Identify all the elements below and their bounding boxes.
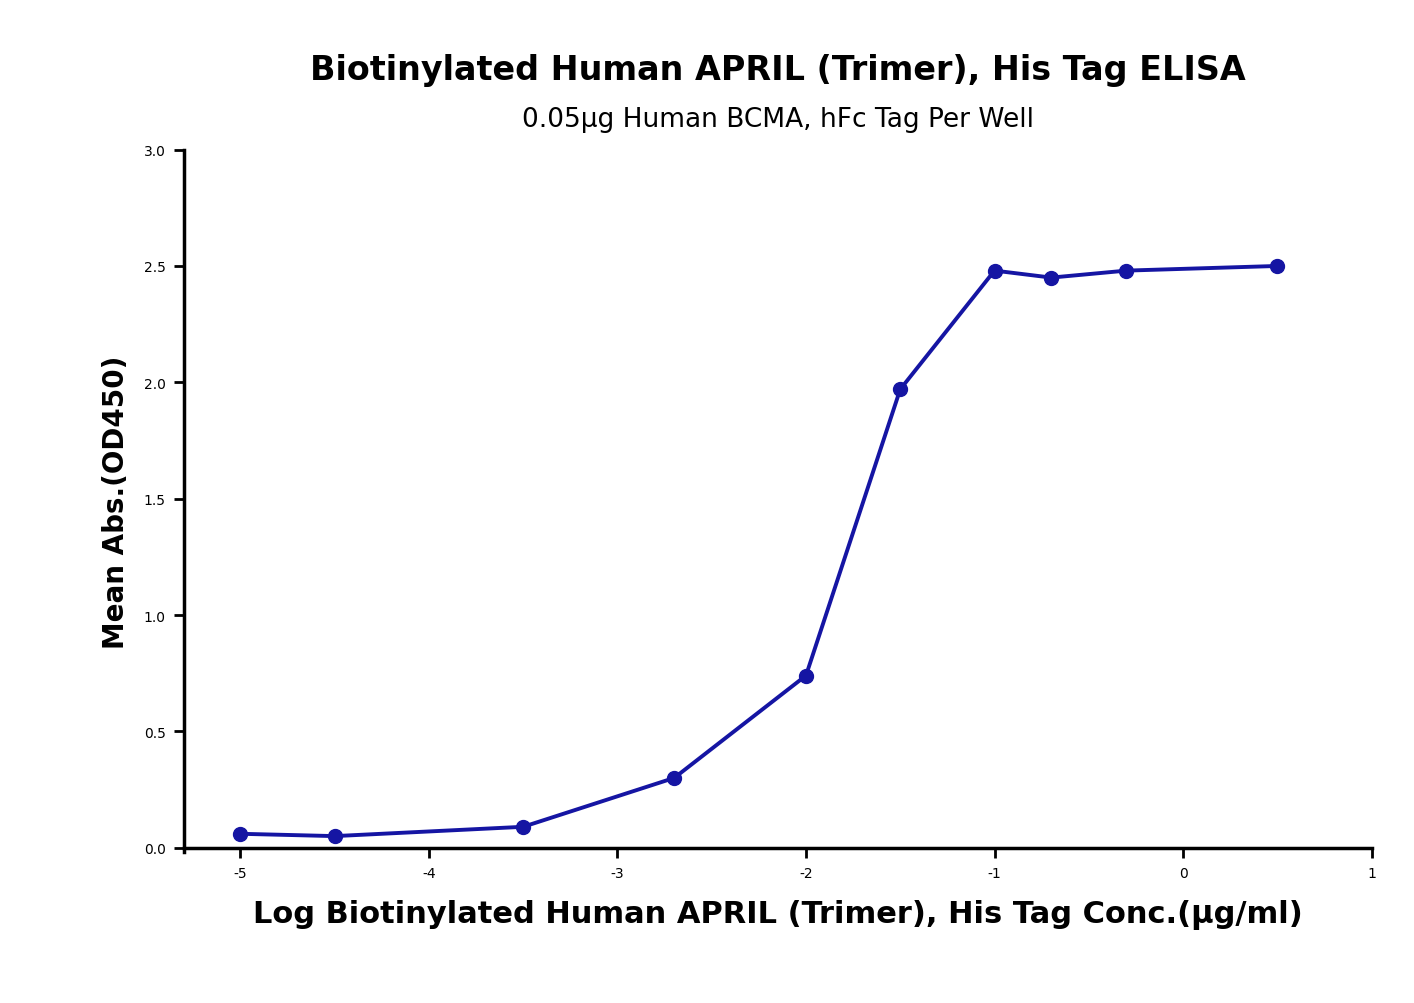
Point — [663, 770, 686, 786]
Point — [1266, 259, 1288, 275]
Point — [983, 264, 1005, 280]
Point — [1116, 264, 1138, 280]
Text: Biotinylated Human APRIL (Trimer), His Tag ELISA: Biotinylated Human APRIL (Trimer), His T… — [310, 54, 1246, 86]
Point — [324, 828, 346, 845]
Y-axis label: Mean Abs.(OD450): Mean Abs.(OD450) — [102, 355, 130, 648]
X-axis label: Log Biotinylated Human APRIL (Trimer), His Tag Conc.(μg/ml): Log Biotinylated Human APRIL (Trimer), H… — [253, 900, 1302, 930]
Point — [795, 668, 817, 684]
Text: 0.05μg Human BCMA, hFc Tag Per Well: 0.05μg Human BCMA, hFc Tag Per Well — [522, 107, 1034, 133]
Point — [229, 825, 252, 842]
Point — [1039, 270, 1062, 286]
Point — [889, 382, 912, 398]
Point — [512, 819, 534, 835]
